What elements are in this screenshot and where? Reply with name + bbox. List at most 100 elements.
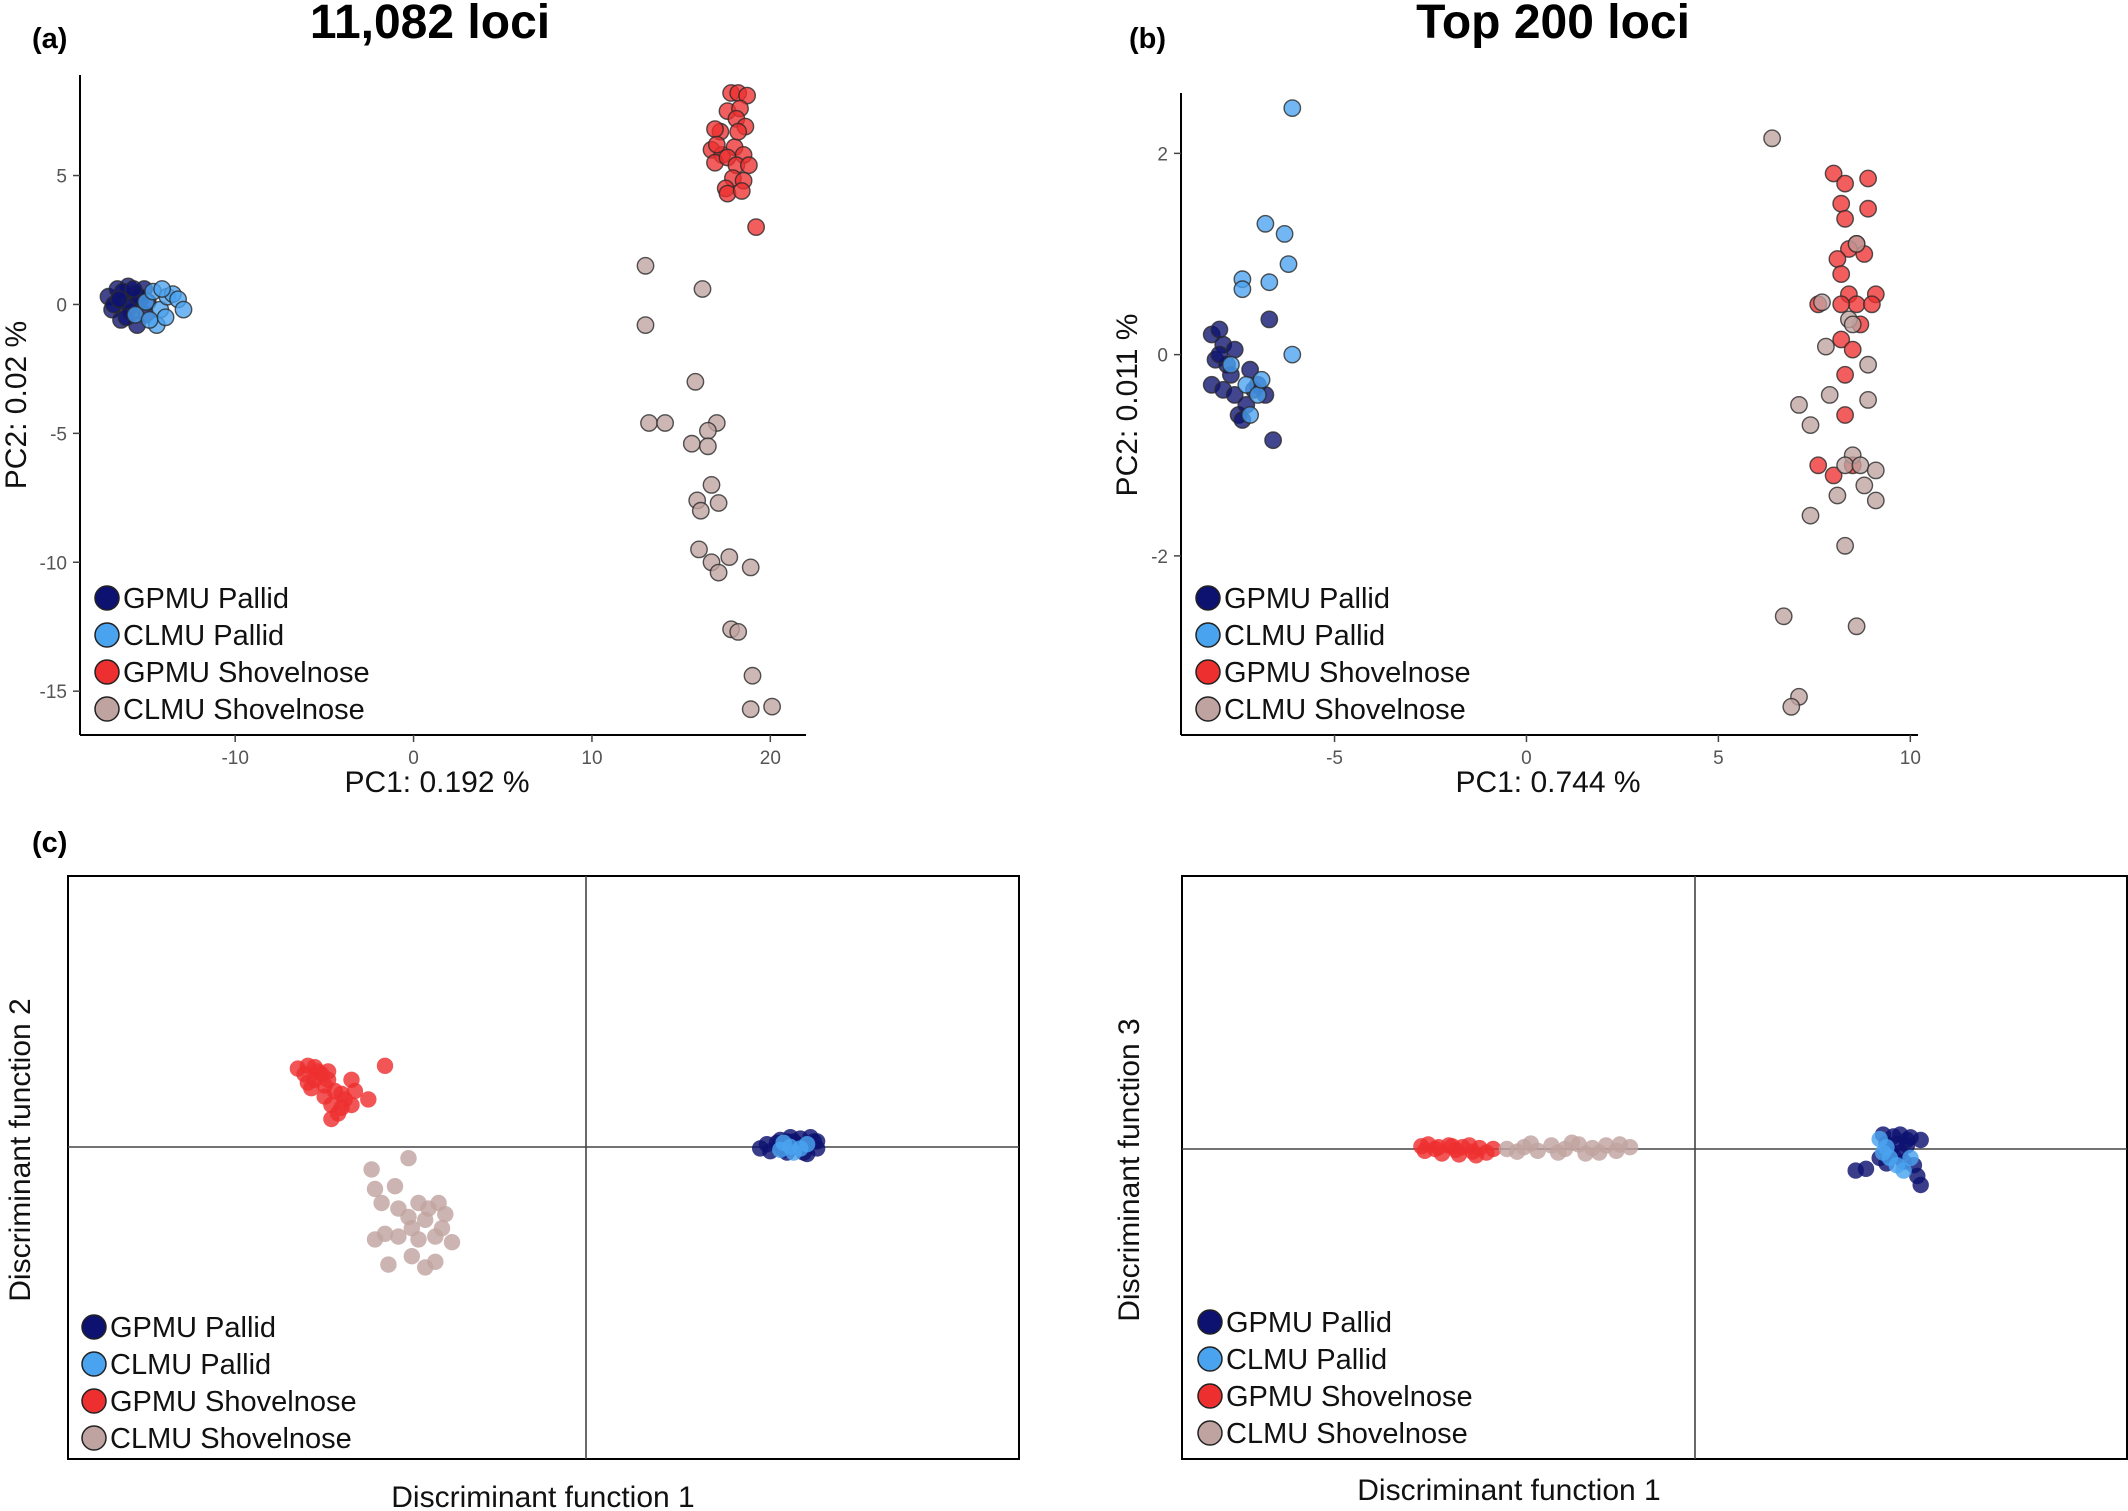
point-clmu-pallid [798,1136,816,1153]
point-gpmu-shovelnose [1836,174,1855,193]
point-clmu-shovelnose [427,1253,444,1271]
point-clmu-shovelnose [417,1211,434,1229]
point-gpmu-pallid [1225,385,1244,404]
point-gpmu-shovelnose [1485,1140,1502,1158]
plot-a-xlabel: PC1: 0.192 % [344,766,529,799]
point-clmu-shovelnose [1843,315,1862,334]
point-clmu-shovelnose [763,697,781,716]
point-clmu-pallid [1260,273,1279,292]
point-clmu-shovelnose [693,280,712,298]
legend-key-clmu-pallid [1197,1346,1223,1372]
point-clmu-shovelnose [1851,456,1870,475]
legend-key-gpmu-shovelnose [1197,1383,1223,1409]
point-gpmu-shovelnose [718,184,737,203]
plot-b: -5 0 5 10 -2 0 2 PC1: 0.744 % PC2: 0.011 % GPM… [1111,93,1921,799]
point-clmu-shovelnose [743,666,762,685]
point-clmu-shovelnose [380,1256,397,1273]
point-clmu-shovelnose [1836,536,1855,555]
point-clmu-shovelnose [682,434,701,453]
point-gpmu-shovelnose [1859,169,1878,188]
x-tick-label: 0 [408,748,419,769]
y-tick-label: 5 [56,167,67,188]
legend-key-gpmu-pallid [1197,1309,1223,1335]
point-clmu-shovelnose [686,372,705,391]
point-clmu-shovelnose [636,316,655,334]
point-gpmu-shovelnose [732,182,751,200]
point-clmu-shovelnose [741,558,760,577]
x-tick-label: -10 [221,748,248,769]
legend-key-clmu-shovelnose [94,696,120,722]
plot-c1-points [289,1057,826,1276]
point-clmu-pallid [1283,345,1302,364]
point-clmu-pallid [1874,1144,1892,1161]
point-gpmu-shovelnose [1836,406,1855,424]
point-clmu-pallid [140,310,159,329]
point-gpmu-shovelnose [1832,330,1851,349]
y-tick-label: -2 [1151,547,1168,568]
y-tick-label: 0 [56,295,67,316]
plot-b-ticks: -5 0 5 10 -2 0 2 [1151,144,1921,769]
point-gpmu-shovelnose [729,122,748,141]
point-clmu-shovelnose [373,1194,390,1212]
point-gpmu-pallid [1912,1131,1929,1149]
point-clmu-pallid [1252,370,1271,389]
plot-a-ylabel: PC2: 0.02 % [0,321,33,489]
plot-c1-xlabel: Discriminant function 1 [391,1481,694,1511]
point-gpmu-shovelnose [1836,365,1855,384]
legend-label-gpmu-shovelnose: GPMU Shovelnose [110,1386,357,1418]
point-clmu-shovelnose [363,1161,380,1178]
point-clmu-shovelnose [1522,1135,1540,1152]
point-gpmu-shovelnose [333,1099,350,1117]
point-clmu-shovelnose [709,494,728,512]
legend-label-clmu-shovelnose: CLMU Shovelnose [1224,694,1466,726]
point-clmu-shovelnose [1866,461,1885,480]
point-gpmu-shovelnose [1863,295,1881,314]
point-gpmu-pallid [124,280,143,298]
point-gpmu-shovelnose [1836,209,1855,228]
plot-a-ticks: -10 0 10 20 -15 -10 -5 0 5 [40,167,781,769]
point-clmu-shovelnose [366,1180,384,1198]
point-clmu-pallid [1233,280,1252,299]
point-clmu-shovelnose [1509,1143,1526,1160]
point-clmu-pallid [1283,99,1302,118]
panel-c-letter: (c) [32,827,67,859]
legend-label-clmu-shovelnose: CLMU Shovelnose [1226,1418,1468,1450]
point-clmu-shovelnose [1563,1134,1581,1151]
plot-c2-xlabel: Discriminant function 1 [1357,1474,1660,1507]
legend-label-clmu-pallid: CLMU Pallid [1226,1344,1387,1376]
legend-key-clmu-pallid [1195,622,1221,648]
point-clmu-shovelnose [443,1234,461,1251]
point-clmu-shovelnose [1828,486,1847,505]
point-clmu-shovelnose [1817,337,1835,356]
plot-c2: Discriminant function 1 Discriminant fun… [1113,875,2128,1507]
point-gpmu-shovelnose [1832,295,1851,314]
legend-key-gpmu-shovelnose [81,1388,107,1414]
point-clmu-shovelnose [410,1231,427,1248]
legend-key-clmu-shovelnose [81,1425,107,1451]
point-clmu-shovelnose [690,540,708,559]
panel-a-title: 11,082 loci [310,0,550,49]
point-clmu-shovelnose [636,256,655,275]
point-clmu-pallid [1256,214,1275,233]
point-gpmu-shovelnose [1843,340,1862,359]
point-gpmu-pallid [1260,310,1279,329]
plot-c1: Discriminant function 1 Discriminant fun… [4,875,1020,1511]
x-tick-label: -5 [1326,748,1343,769]
legend-label-clmu-pallid: CLMU Pallid [110,1349,271,1381]
point-gpmu-pallid [1898,1131,1916,1149]
point-clmu-shovelnose [741,700,760,719]
point-clmu-pallid [156,308,175,327]
point-clmu-shovelnose [720,548,739,566]
point-gpmu-shovelnose [1824,466,1843,485]
point-clmu-shovelnose [403,1248,420,1265]
point-gpmu-shovelnose [1847,295,1866,314]
point-clmu-shovelnose [1801,506,1820,525]
legend-label-gpmu-pallid: GPMU Pallid [1224,583,1390,615]
point-clmu-pallid [775,1134,792,1152]
point-gpmu-shovelnose [707,135,726,154]
legend-key-clmu-shovelnose [1197,1420,1223,1446]
point-gpmu-shovelnose [319,1071,337,1089]
legend-label-gpmu-shovelnose: GPMU Shovelnose [123,657,370,689]
legend-label-gpmu-shovelnose: GPMU Shovelnose [1226,1381,1473,1413]
point-clmu-pallid [1275,224,1294,243]
